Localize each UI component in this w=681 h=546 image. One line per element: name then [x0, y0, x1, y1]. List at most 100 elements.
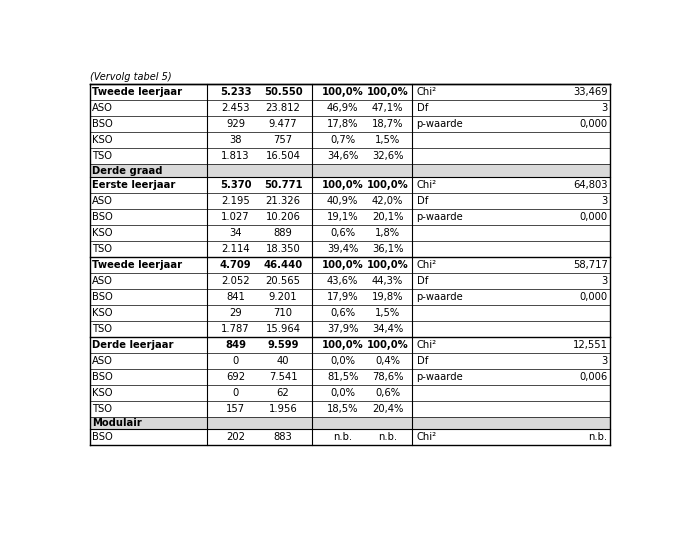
Text: 44,3%: 44,3%: [372, 276, 403, 286]
Text: KSO: KSO: [92, 228, 112, 238]
Text: 38: 38: [229, 135, 242, 145]
Text: 2.453: 2.453: [221, 103, 250, 114]
Text: 16.504: 16.504: [266, 151, 300, 161]
Text: BSO: BSO: [92, 292, 113, 302]
Text: 3: 3: [601, 355, 607, 366]
Text: Eerste leerjaar: Eerste leerjaar: [92, 180, 176, 190]
Text: 21.326: 21.326: [266, 196, 300, 206]
Text: n.b.: n.b.: [588, 432, 607, 442]
Text: n.b.: n.b.: [333, 432, 352, 442]
Text: BSO: BSO: [92, 432, 113, 442]
Text: Derde leerjaar: Derde leerjaar: [92, 340, 174, 349]
Text: 34,6%: 34,6%: [327, 151, 358, 161]
Text: 100,0%: 100,0%: [366, 87, 409, 97]
Text: 0,6%: 0,6%: [330, 308, 355, 318]
Text: 0: 0: [232, 355, 238, 366]
Text: 2.114: 2.114: [221, 244, 250, 254]
Text: 1.813: 1.813: [221, 151, 250, 161]
Text: 157: 157: [226, 403, 245, 413]
Text: 36,1%: 36,1%: [372, 244, 403, 254]
Text: 17,9%: 17,9%: [327, 292, 358, 302]
Text: Df: Df: [417, 276, 428, 286]
Text: 62: 62: [276, 388, 289, 397]
Text: 9.599: 9.599: [267, 340, 299, 349]
Text: KSO: KSO: [92, 308, 112, 318]
Text: 4.709: 4.709: [220, 260, 251, 270]
Text: 9.477: 9.477: [269, 120, 298, 129]
Bar: [91, 164, 610, 177]
Text: Df: Df: [417, 355, 428, 366]
Text: 39,4%: 39,4%: [327, 244, 358, 254]
Text: 0: 0: [232, 388, 238, 397]
Text: 10.206: 10.206: [266, 212, 300, 222]
Text: 0,000: 0,000: [580, 120, 607, 129]
Text: 849: 849: [225, 340, 246, 349]
Text: 18,7%: 18,7%: [372, 120, 403, 129]
Text: ASO: ASO: [92, 355, 113, 366]
Text: 2.195: 2.195: [221, 196, 250, 206]
Text: 2.052: 2.052: [221, 276, 250, 286]
Text: 929: 929: [226, 120, 245, 129]
Text: 0,6%: 0,6%: [375, 388, 400, 397]
Text: 47,1%: 47,1%: [372, 103, 403, 114]
Text: Chi²: Chi²: [417, 260, 437, 270]
Text: 19,8%: 19,8%: [372, 292, 403, 302]
Text: 19,1%: 19,1%: [327, 212, 358, 222]
Text: 692: 692: [226, 372, 245, 382]
Text: 3: 3: [601, 103, 607, 114]
Text: 50.550: 50.550: [264, 87, 302, 97]
Text: 1.787: 1.787: [221, 324, 250, 334]
Text: 42,0%: 42,0%: [372, 196, 403, 206]
Text: Chi²: Chi²: [417, 180, 437, 190]
Text: KSO: KSO: [92, 135, 112, 145]
Text: ASO: ASO: [92, 276, 113, 286]
Text: 100,0%: 100,0%: [366, 340, 409, 349]
Text: 1,8%: 1,8%: [375, 228, 400, 238]
Text: 9.201: 9.201: [269, 292, 298, 302]
Text: 20,1%: 20,1%: [372, 212, 403, 222]
Text: p-waarde: p-waarde: [417, 212, 463, 222]
Text: 757: 757: [274, 135, 293, 145]
Text: p-waarde: p-waarde: [417, 372, 463, 382]
Text: 1,5%: 1,5%: [375, 135, 400, 145]
Text: 889: 889: [274, 228, 292, 238]
Text: 1.956: 1.956: [269, 403, 298, 413]
Text: 33,469: 33,469: [573, 87, 607, 97]
Text: 12,551: 12,551: [573, 340, 607, 349]
Text: 1,5%: 1,5%: [375, 308, 400, 318]
Text: Derde graad: Derde graad: [92, 165, 163, 176]
Text: 34,4%: 34,4%: [372, 324, 403, 334]
Text: ASO: ASO: [92, 103, 113, 114]
Text: 3: 3: [601, 196, 607, 206]
Text: 5.370: 5.370: [220, 180, 251, 190]
Bar: [91, 417, 610, 429]
Text: 710: 710: [274, 308, 293, 318]
Text: 15.964: 15.964: [266, 324, 300, 334]
Text: BSO: BSO: [92, 372, 113, 382]
Text: p-waarde: p-waarde: [417, 292, 463, 302]
Text: 40: 40: [276, 355, 289, 366]
Text: 202: 202: [226, 432, 245, 442]
Text: Modulair: Modulair: [92, 418, 142, 428]
Text: 100,0%: 100,0%: [322, 340, 364, 349]
Text: 78,6%: 78,6%: [372, 372, 403, 382]
Text: 81,5%: 81,5%: [327, 372, 358, 382]
Text: Tweede leerjaar: Tweede leerjaar: [92, 260, 182, 270]
Text: 58,717: 58,717: [573, 260, 607, 270]
Text: 5.233: 5.233: [220, 87, 251, 97]
Text: TSO: TSO: [92, 324, 112, 334]
Text: 7.541: 7.541: [269, 372, 298, 382]
Text: BSO: BSO: [92, 212, 113, 222]
Text: 841: 841: [226, 292, 245, 302]
Text: 37,9%: 37,9%: [327, 324, 358, 334]
Text: 18,5%: 18,5%: [327, 403, 358, 413]
Text: 34: 34: [229, 228, 242, 238]
Text: 50.771: 50.771: [264, 180, 302, 190]
Text: TSO: TSO: [92, 244, 112, 254]
Text: 0,000: 0,000: [580, 212, 607, 222]
Text: 0,0%: 0,0%: [330, 355, 355, 366]
Text: p-waarde: p-waarde: [417, 120, 463, 129]
Text: 17,8%: 17,8%: [327, 120, 358, 129]
Text: 100,0%: 100,0%: [366, 180, 409, 190]
Text: 1.027: 1.027: [221, 212, 250, 222]
